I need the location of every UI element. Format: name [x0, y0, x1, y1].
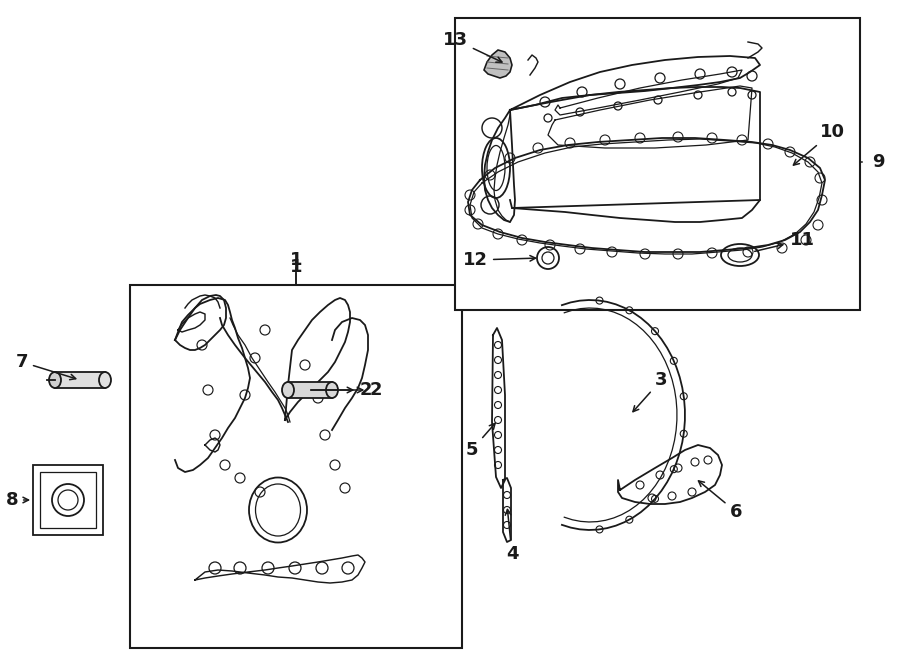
Text: 10: 10 — [794, 123, 845, 165]
Text: 4: 4 — [505, 510, 518, 563]
Text: 11: 11 — [755, 231, 815, 252]
Text: 12: 12 — [463, 251, 536, 269]
Text: 7: 7 — [15, 353, 76, 380]
Ellipse shape — [282, 382, 294, 398]
Text: 1: 1 — [290, 251, 302, 269]
Text: 13: 13 — [443, 31, 502, 62]
Polygon shape — [484, 50, 512, 78]
Bar — [55, 372, 105, 388]
Bar — [40, 472, 96, 528]
Text: 5: 5 — [465, 424, 495, 459]
Ellipse shape — [49, 372, 61, 388]
Bar — [130, 285, 462, 648]
Text: 3: 3 — [633, 371, 668, 412]
Text: 8: 8 — [5, 491, 29, 509]
Text: 2: 2 — [310, 381, 373, 399]
Text: 6: 6 — [698, 481, 742, 521]
Text: 2: 2 — [310, 381, 382, 399]
Bar — [288, 382, 332, 398]
Ellipse shape — [326, 382, 338, 398]
Text: 9: 9 — [872, 153, 884, 171]
Text: 1: 1 — [290, 258, 302, 276]
Bar — [33, 465, 103, 535]
Bar — [455, 18, 860, 310]
Ellipse shape — [99, 372, 111, 388]
